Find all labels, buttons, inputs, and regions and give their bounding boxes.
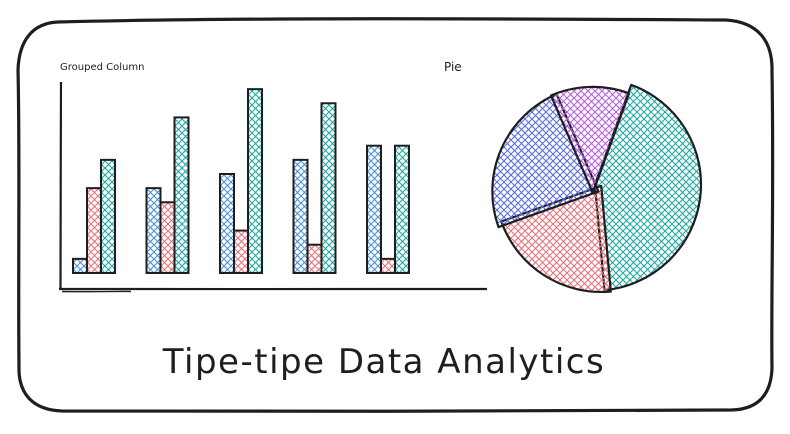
pie-chart — [491, 83, 703, 294]
bar-mark — [247, 88, 263, 275]
bar-marks — [72, 88, 410, 275]
bar-mark — [306, 243, 323, 274]
bar-mark — [380, 257, 396, 275]
bar-mark — [219, 173, 235, 274]
bar-mark — [292, 158, 309, 275]
bar-mark — [173, 116, 190, 274]
pie-slice — [491, 93, 600, 229]
y-axis — [59, 81, 63, 291]
pie-chart-title: Pie — [444, 60, 462, 74]
pie-slice — [549, 85, 631, 194]
card-frame — [16, 17, 775, 413]
bar-mark — [394, 144, 410, 274]
bar-mark — [72, 257, 88, 275]
pie-slice — [593, 83, 703, 292]
bar-mark — [100, 158, 116, 275]
bar-mark — [145, 187, 162, 274]
bar-mark — [159, 201, 176, 275]
bar-mark — [366, 144, 382, 274]
bar-mark — [320, 102, 337, 274]
bar-mark — [233, 229, 249, 274]
bar-mark — [86, 187, 102, 274]
bar-chart-title: Grouped Column — [60, 62, 144, 73]
grouped-column-chart — [58, 81, 488, 293]
card-title: Tipe-tipe Data Analytics — [162, 342, 605, 382]
